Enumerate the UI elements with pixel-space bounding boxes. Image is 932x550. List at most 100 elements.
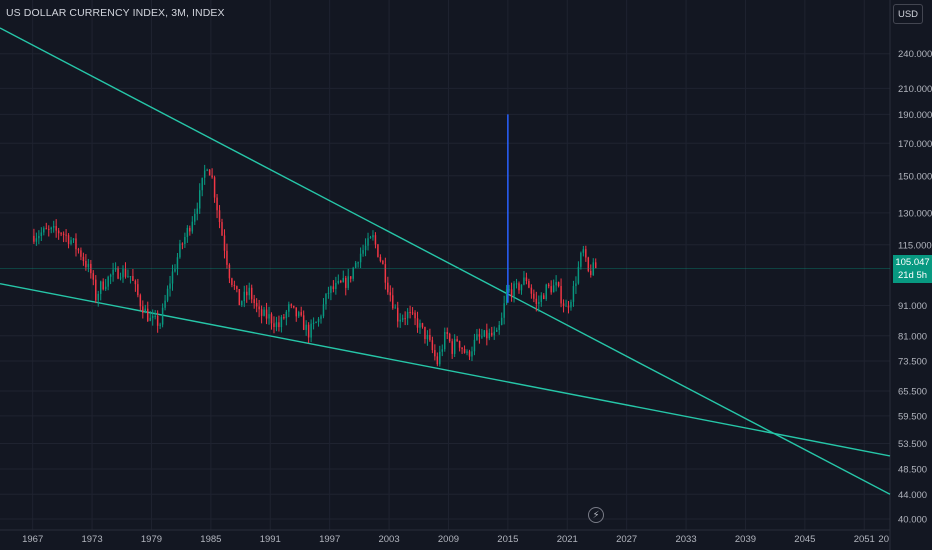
price-tick-label: 59.500 <box>898 411 927 422</box>
candle-body <box>151 316 154 318</box>
candle-body <box>317 318 320 323</box>
candle-body <box>181 243 184 245</box>
candle-body <box>461 347 463 350</box>
candle-body <box>307 324 310 338</box>
candle-body <box>508 289 510 291</box>
candle-body <box>35 238 38 242</box>
candle-body <box>72 238 75 241</box>
candle-body <box>297 312 300 317</box>
time-tick-label: 2033 <box>675 534 696 545</box>
candle-body <box>399 319 401 322</box>
candle-body <box>52 226 55 228</box>
time-tick-label: 1979 <box>141 534 162 545</box>
candle-body <box>594 262 597 269</box>
candle-body <box>226 250 228 265</box>
candle-body <box>92 273 95 280</box>
candle-body <box>585 249 587 258</box>
price-tick-label: 53.500 <box>898 439 927 450</box>
candle-body <box>132 276 134 281</box>
candle-body <box>189 227 191 232</box>
time-tick-label: 1991 <box>260 534 281 545</box>
candle-body <box>218 210 221 223</box>
candle-body <box>382 260 384 265</box>
candle-body <box>250 287 253 300</box>
candle-body <box>233 285 236 287</box>
candle-body <box>520 284 523 291</box>
candle-body <box>119 277 122 279</box>
candle-body <box>216 197 218 211</box>
candle-body <box>362 250 364 254</box>
candle-body <box>198 190 201 209</box>
candle-body <box>241 301 243 306</box>
time-tick-label: 2027 <box>616 534 637 545</box>
candle-body <box>327 292 330 294</box>
candle-body <box>444 332 446 350</box>
candle-body <box>57 230 60 234</box>
candle-body <box>109 274 112 277</box>
candle-body <box>322 304 325 317</box>
candle-body <box>384 264 387 283</box>
price-tick-label: 115.000 <box>898 240 932 251</box>
candle-body <box>62 233 65 235</box>
candle-body <box>513 283 515 297</box>
candle-body <box>112 269 114 275</box>
candle-body <box>580 252 582 267</box>
candle-body <box>236 286 238 290</box>
candle-body <box>345 277 347 288</box>
candle-body <box>60 233 62 235</box>
candle-body <box>372 235 374 238</box>
candle-body <box>221 222 223 236</box>
candle-body <box>142 306 144 313</box>
candle-body <box>446 332 448 335</box>
time-tick-label: 2003 <box>378 534 399 545</box>
candle-body <box>414 312 416 319</box>
candle-body <box>483 330 486 337</box>
candle-body <box>127 276 129 278</box>
price-axis[interactable]: 240.000 210.000 190.000 170.000 150.000 130.0… <box>898 49 932 525</box>
candle-body <box>164 300 166 308</box>
candle-body <box>404 318 406 320</box>
candle-body <box>95 279 97 301</box>
candle-body <box>349 276 352 279</box>
candle-body <box>523 277 525 285</box>
candle-body <box>342 277 345 283</box>
price-tick-label: 48.500 <box>898 464 927 475</box>
candle-body <box>340 281 342 283</box>
candle-body <box>161 307 164 325</box>
candle-body <box>310 323 312 338</box>
candle-body <box>213 177 216 198</box>
candle-body <box>325 293 327 305</box>
candle-body <box>48 228 50 230</box>
candle-body <box>426 334 429 340</box>
candle-body <box>186 227 189 237</box>
candles <box>33 164 597 367</box>
trendline-1 <box>0 27 891 495</box>
candle-body <box>196 208 198 214</box>
candle-body <box>288 304 290 312</box>
time-axis[interactable]: 1967 1973 1979 1985 1991 1997 2003 2009 2015 2021… <box>22 534 889 545</box>
candle-body <box>367 238 369 246</box>
candle-body <box>77 249 80 251</box>
candle-body <box>491 332 493 336</box>
candle-body <box>85 261 87 268</box>
price-tick-label: 44.000 <box>898 490 927 501</box>
candle-body <box>156 315 159 326</box>
candle-body <box>330 286 332 293</box>
candle-body <box>518 283 520 291</box>
lightning-icon[interactable]: ⚡︎ <box>588 507 604 523</box>
candle-body <box>471 351 473 357</box>
candle-body <box>577 266 580 284</box>
candle-body <box>194 213 196 222</box>
candle-body <box>503 303 505 318</box>
candle-body <box>505 289 508 304</box>
price-tick-label: 91.000 <box>898 301 927 312</box>
candle-body <box>510 289 513 297</box>
candle-body <box>260 309 263 316</box>
candle-body <box>312 322 315 324</box>
candle-body <box>567 305 570 308</box>
currency-button[interactable]: USD <box>893 4 923 24</box>
candle-body <box>166 288 169 301</box>
candle-body <box>43 228 45 233</box>
candle-body <box>302 315 305 330</box>
